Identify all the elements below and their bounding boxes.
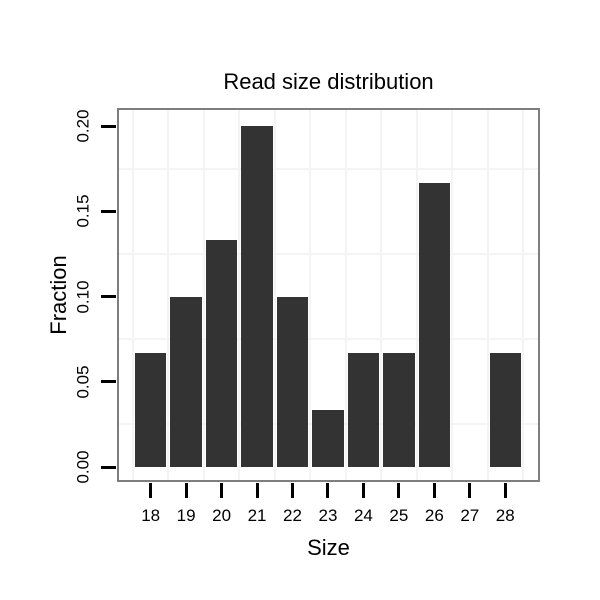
gridline-minor-vertical — [521, 110, 524, 480]
gridline-minor-vertical — [415, 110, 418, 480]
chart-title: Read size distribution — [223, 69, 434, 94]
bar-25 — [383, 353, 415, 467]
gridline-minor-vertical — [167, 110, 170, 480]
gridline-minor-vertical — [309, 110, 312, 480]
x-axis-tick — [468, 483, 472, 498]
gridline-minor-vertical — [451, 110, 454, 480]
x-tick-label: 27 — [460, 506, 480, 525]
y-tick-label: 0.05 — [73, 365, 93, 399]
x-tick-label: 24 — [353, 506, 373, 525]
bar-24 — [347, 353, 380, 467]
y-axis-tick — [101, 465, 116, 469]
bar-22 — [276, 296, 309, 467]
gridline-minor-vertical — [202, 110, 205, 480]
x-tick-label: 18 — [141, 506, 161, 525]
y-axis-tick — [101, 380, 116, 384]
x-axis-tick — [220, 483, 224, 498]
bar-20 — [205, 239, 238, 467]
x-axis-tick — [503, 483, 507, 498]
plot-panel — [117, 108, 540, 482]
y-tick-label: 0.00 — [73, 450, 93, 484]
bar-18 — [134, 353, 167, 467]
x-tick-label: 23 — [318, 506, 338, 525]
y-tick-label: 0.10 — [73, 279, 93, 314]
x-axis-tick — [432, 483, 436, 498]
x-axis-tick — [291, 483, 295, 498]
x-tick-label: 26 — [424, 506, 444, 525]
y-axis-tick — [101, 295, 116, 298]
bar-28 — [489, 353, 521, 467]
gridline-minor-vertical — [238, 110, 241, 480]
x-tick-label: 21 — [247, 506, 267, 525]
x-tick-label: 28 — [495, 506, 515, 525]
x-axis-tick — [255, 483, 259, 498]
y-axis-label: Fraction — [46, 255, 71, 335]
x-axis-tick — [361, 483, 365, 498]
y-tick-label: 0.15 — [73, 194, 93, 228]
gridline-minor-vertical — [380, 110, 383, 480]
x-tick-label: 22 — [283, 506, 302, 525]
gridline-minor-horizontal — [119, 167, 538, 170]
gridline-minor-vertical — [273, 110, 276, 480]
y-tick-label: 0.20 — [73, 109, 93, 143]
bar-26 — [418, 182, 451, 467]
bar-21 — [241, 126, 273, 467]
x-axis-tick — [149, 483, 153, 498]
bar-23 — [312, 410, 344, 467]
gridline-minor-vertical — [131, 110, 134, 480]
y-axis-tick — [101, 209, 116, 213]
x-axis-tick — [184, 483, 188, 498]
x-tick-label: 19 — [176, 506, 196, 525]
bar-19 — [170, 296, 202, 467]
x-axis-label: Size — [307, 535, 350, 560]
x-tick-label: 20 — [212, 506, 232, 525]
y-axis-tick — [101, 124, 116, 128]
x-axis-tick — [397, 483, 401, 498]
gridline-minor-vertical — [344, 110, 347, 480]
gridline-minor-horizontal — [119, 338, 538, 341]
x-tick-label: 25 — [389, 506, 409, 525]
gridline-minor-vertical — [486, 110, 489, 480]
x-axis-tick — [326, 483, 330, 498]
gridline-minor-horizontal — [119, 252, 538, 255]
